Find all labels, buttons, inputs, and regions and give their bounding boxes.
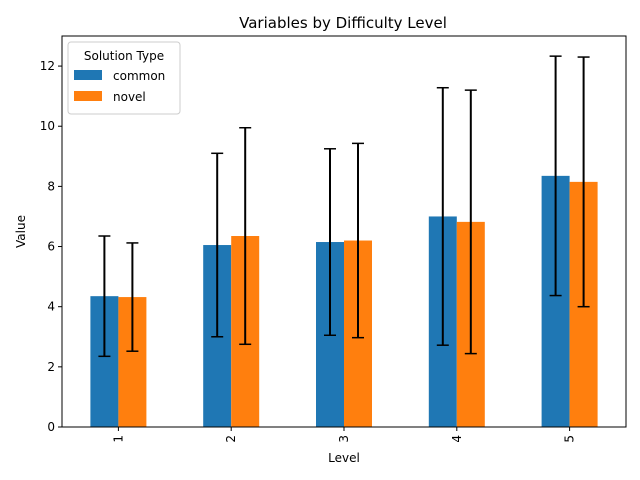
x-axis-label: Level bbox=[328, 451, 360, 465]
y-tick-label-0: 0 bbox=[47, 420, 55, 434]
y-tick-label-8: 8 bbox=[47, 179, 55, 193]
y-tick-label-10: 10 bbox=[40, 119, 55, 133]
chart-title: Variables by Difficulty Level bbox=[239, 14, 447, 32]
x-tick-label-2: 2 bbox=[224, 435, 238, 443]
x-tick-label-1: 1 bbox=[111, 435, 125, 443]
legend: Solution Type common novel bbox=[68, 42, 180, 114]
y-tick-label-12: 12 bbox=[40, 59, 55, 73]
x-tick-label-5: 5 bbox=[563, 435, 577, 443]
y-tick-label-6: 6 bbox=[47, 240, 55, 254]
legend-swatch-common bbox=[74, 70, 102, 80]
x-tick-label-3: 3 bbox=[337, 435, 351, 443]
x-tick-label-4: 4 bbox=[450, 435, 464, 443]
y-tick-label-2: 2 bbox=[47, 360, 55, 374]
legend-label-novel: novel bbox=[113, 90, 146, 104]
legend-swatch-novel bbox=[74, 91, 102, 101]
legend-title: Solution Type bbox=[84, 49, 164, 63]
y-tick-label-4: 4 bbox=[47, 300, 55, 314]
y-axis-label: Value bbox=[14, 215, 28, 248]
legend-label-common: common bbox=[113, 69, 165, 83]
